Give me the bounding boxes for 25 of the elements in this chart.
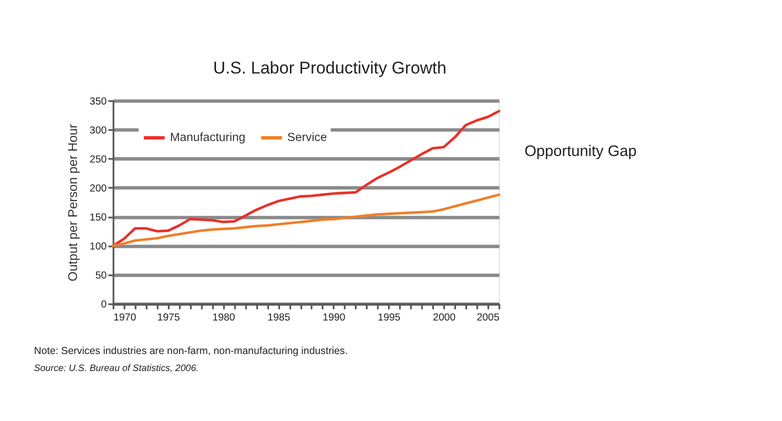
line-series: [112, 193, 500, 248]
x-tick-label: 1975: [157, 312, 180, 324]
x-tick-label: 1980: [212, 312, 236, 324]
y-tick-label: 50: [95, 270, 107, 282]
y-tick-label: 300: [90, 125, 108, 136]
chart-title: U.S. Labor Productivity Growth: [213, 58, 446, 78]
x-tick-label: 1990: [322, 312, 346, 324]
x-tick-label: 2000: [432, 312, 456, 324]
y-tick-label: 100: [90, 242, 108, 253]
x-tick-label: 1985: [268, 312, 291, 324]
line-series: [112, 110, 500, 248]
legend-label: Service: [287, 130, 328, 144]
y-tick-label: 150: [90, 212, 108, 224]
legend-label: Manufacturing: [170, 130, 246, 144]
y-tick-label: 250: [90, 154, 108, 166]
y-tick-label: 200: [90, 184, 108, 195]
y-axis-title: Output per Person per Hour: [64, 123, 80, 282]
text: Note: Services industries are non-farm, non-manufacturing industries.: [34, 346, 348, 357]
source-note: Source: U.S. Bureau of Statistics, 2006.: [34, 362, 199, 373]
x-tick-label: 2005: [476, 312, 500, 324]
x-tick-label: 1970: [113, 312, 136, 324]
text: Opportunity Gap: [524, 142, 637, 160]
x-tick-label: 1995: [378, 312, 401, 324]
y-tick-label: 350: [90, 96, 108, 108]
y-tick-label: 0: [101, 300, 108, 311]
